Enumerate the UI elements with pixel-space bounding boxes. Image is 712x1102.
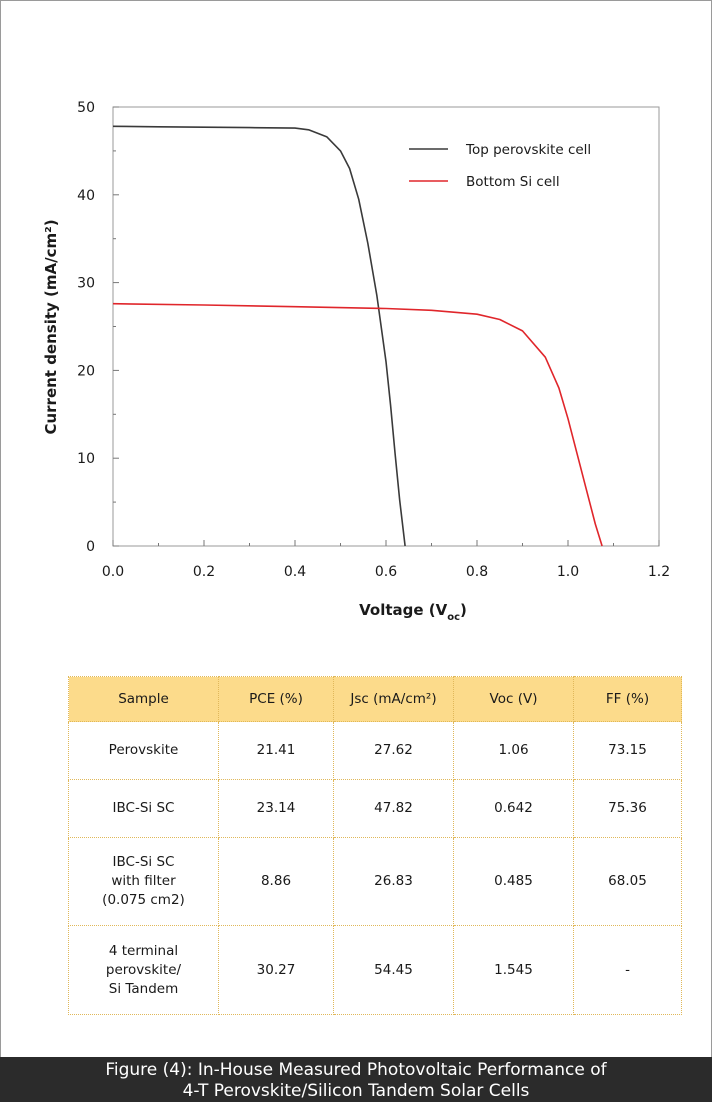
cell-jsc: 26.83	[333, 837, 454, 926]
cell-pce: 30.27	[218, 925, 334, 1015]
y-tick-label: 40	[77, 188, 95, 204]
legend: Top perovskite cell Bottom Si cell	[409, 142, 591, 190]
table-row: IBC-Si SC 23.14 47.82 0.642 75.36	[68, 779, 682, 838]
x-axis-title: Voltage (Voc)	[359, 601, 467, 623]
x-tick-label: 0.6	[375, 564, 397, 580]
cell-ff: 73.15	[573, 721, 682, 780]
cell-voc: 0.485	[453, 837, 574, 926]
cell-voc: 1.06	[453, 721, 574, 780]
x-tick-label: 1.2	[648, 564, 670, 580]
x-axis-title-end: )	[460, 601, 467, 619]
plot-frame	[112, 106, 660, 547]
cell-pce: 23.14	[218, 779, 334, 838]
cell-sample: 4 terminal perovskite/ Si Tandem	[68, 925, 219, 1015]
x-tick-label: 0.4	[284, 564, 306, 580]
cell-jsc: 54.45	[333, 925, 454, 1015]
header-voc: Voc (V)	[453, 676, 574, 722]
cell-sample: IBC-Si SC	[68, 779, 219, 838]
x-tick-label: 1.0	[557, 564, 579, 580]
performance-table: Sample PCE (%) Jsc (mA/cm²) Voc (V) FF (…	[68, 676, 682, 1015]
header-jsc: Jsc (mA/cm²)	[333, 676, 454, 722]
iv-curve-chart: 0 10 20 30 40 50 0.0 0.2 0.4 0.6 0.8 1.0 1.2 Top pe…	[42, 100, 670, 623]
cell-jsc: 27.62	[333, 721, 454, 780]
table-row: 4 terminal perovskite/ Si Tandem 30.27 5…	[68, 925, 682, 1015]
x-tick-label: 0.0	[102, 564, 124, 580]
cell-ff: -	[573, 925, 682, 1015]
cell-pce: 8.86	[218, 837, 334, 926]
x-tick-label: 0.8	[466, 564, 488, 580]
table-row: Perovskite 21.41 27.62 1.06 73.15	[68, 721, 682, 780]
x-tick-label: 0.2	[193, 564, 215, 580]
figure-caption: Figure (4): In-House Measured Photovolta…	[0, 1057, 712, 1102]
cell-ff: 75.36	[573, 779, 682, 838]
y-axis-title: Current density (mA/cm²)	[42, 219, 60, 434]
legend-label: Bottom Si cell	[466, 174, 560, 190]
x-axis-ticks: 0.0 0.2 0.4 0.6 0.8 1.0 1.2	[102, 540, 670, 580]
table-header-row: Sample PCE (%) Jsc (mA/cm²) Voc (V) FF (…	[68, 676, 682, 722]
y-tick-label: 50	[77, 100, 95, 116]
y-tick-label: 20	[77, 363, 95, 379]
y-tick-label: 30	[77, 276, 95, 292]
cell-sample: IBC-Si SC with filter (0.075 cm2)	[68, 837, 219, 926]
y-tick-label: 0	[86, 539, 95, 555]
cell-ff: 68.05	[573, 837, 682, 926]
cell-voc: 0.642	[453, 779, 574, 838]
x-axis-title-main: Voltage (V	[359, 601, 448, 619]
y-tick-label: 10	[77, 451, 95, 467]
series-line-top-perovskite	[112, 125, 406, 547]
legend-label: Top perovskite cell	[465, 142, 591, 158]
caption-line-2: 4-T Perovskite/Silicon Tandem Solar Cell…	[182, 1081, 530, 1101]
cell-voc: 1.545	[453, 925, 574, 1015]
cell-jsc: 47.82	[333, 779, 454, 838]
series-layer	[112, 125, 603, 547]
cell-pce: 21.41	[218, 721, 334, 780]
caption-line-1: Figure (4): In-House Measured Photovolta…	[105, 1060, 607, 1080]
header-sample: Sample	[68, 676, 219, 722]
series-line-bottom-si	[112, 302, 603, 547]
header-pce: PCE (%)	[218, 676, 334, 722]
header-ff: FF (%)	[573, 676, 682, 722]
cell-sample: Perovskite	[68, 721, 219, 780]
y-axis-ticks: 0 10 20 30 40 50	[77, 100, 119, 555]
table-row: IBC-Si SC with filter (0.075 cm2) 8.86 2…	[68, 837, 682, 926]
x-axis-title-subscript: oc	[447, 612, 460, 623]
